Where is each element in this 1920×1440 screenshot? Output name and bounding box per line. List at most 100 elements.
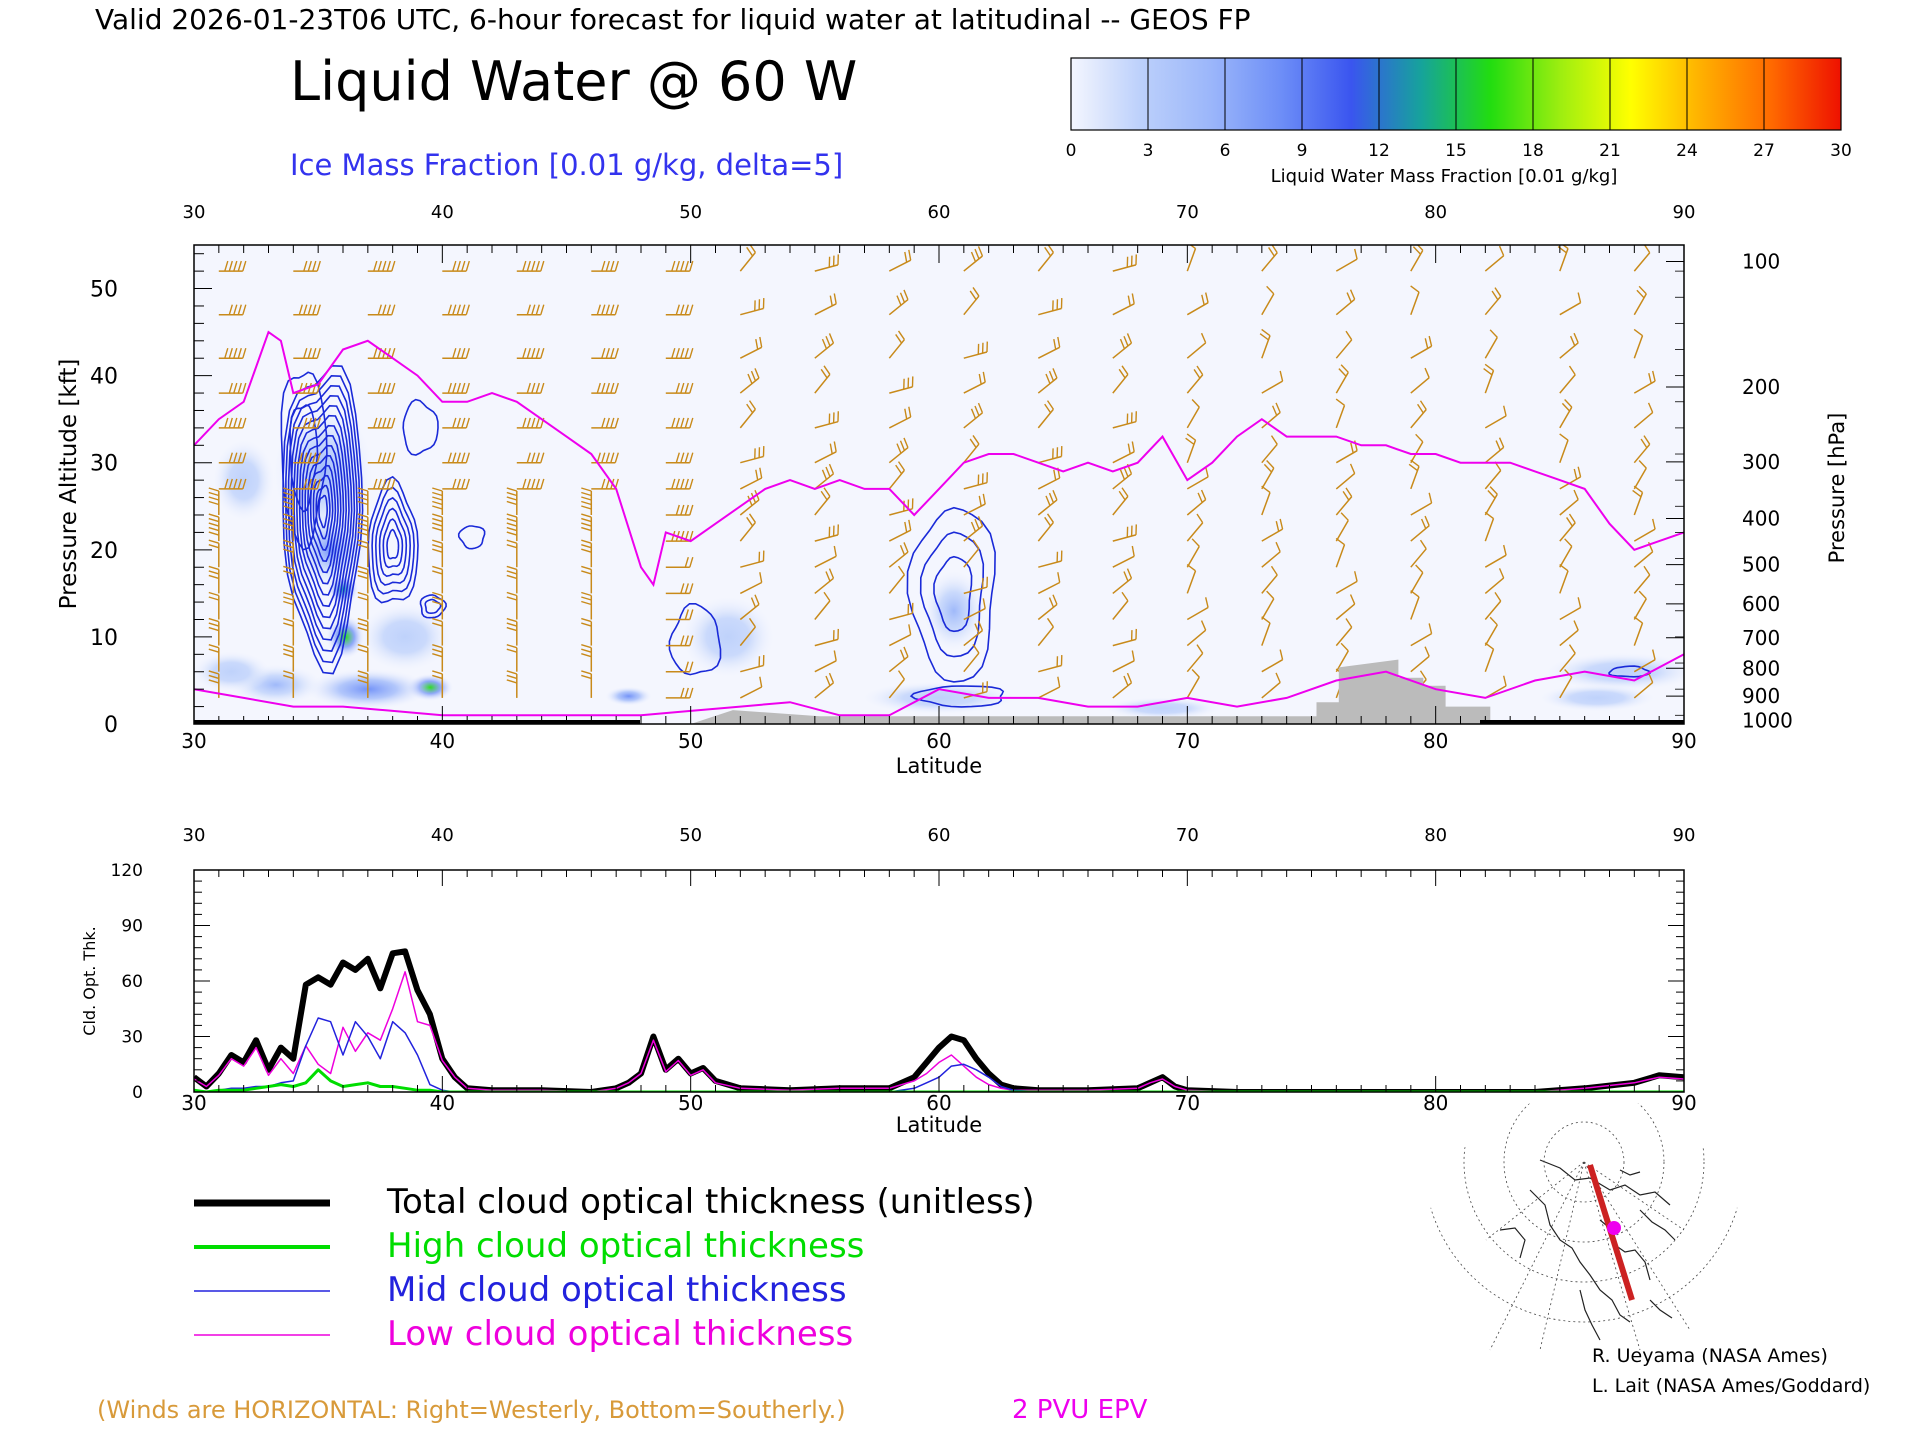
ice-contour — [933, 555, 973, 633]
wind-barb — [1335, 487, 1353, 516]
wind-barbs — [208, 245, 1656, 699]
wind-barb — [1633, 460, 1647, 490]
wind-barb — [516, 452, 545, 464]
wind-barb — [888, 249, 912, 272]
wind-barb — [208, 617, 220, 646]
wind-barb — [442, 382, 470, 394]
wind-barb — [739, 368, 760, 394]
wind-barb — [208, 539, 220, 568]
pressure-tick-label: 900 — [1742, 684, 1780, 708]
lower-top-tick-label: 30 — [183, 825, 206, 846]
wind-barb — [1335, 618, 1353, 647]
lower-y-tick-label: 30 — [121, 1028, 143, 1048]
wind-barb — [1186, 620, 1207, 647]
wind-barb — [888, 624, 912, 647]
wind-barb — [516, 304, 545, 316]
main-x-tick-label: 60 — [926, 729, 951, 753]
wind-barb — [740, 298, 765, 316]
wind-barb — [1410, 400, 1427, 429]
wind-barb — [208, 644, 220, 672]
inset-map-marker — [1607, 1221, 1621, 1235]
pressure-tick-label: 600 — [1742, 592, 1780, 616]
wind-barb — [1484, 287, 1502, 316]
wind-barb — [665, 417, 694, 429]
main-y-tick-label: 30 — [90, 452, 118, 477]
wind-barb — [1559, 399, 1573, 429]
series-line-low — [194, 971, 1684, 1092]
wind-barb — [1038, 655, 1063, 673]
ice-contour — [378, 507, 408, 578]
wind-barb — [581, 513, 593, 542]
lower-y-tick-label: 0 — [132, 1083, 143, 1103]
wind-barb — [591, 452, 619, 464]
wind-barb — [814, 628, 839, 647]
ice-contour — [287, 384, 358, 652]
wind-barb — [1559, 489, 1579, 516]
wind-barb — [432, 513, 444, 542]
wind-barb — [293, 304, 321, 316]
wind-barb — [963, 516, 984, 542]
main-top-tick-label: 50 — [679, 202, 702, 223]
wind-barb — [1261, 649, 1284, 673]
wind-barb — [591, 304, 619, 316]
wind-barb — [814, 524, 839, 542]
wind-barb — [218, 452, 247, 464]
lower-x-tick-label: 80 — [1423, 1091, 1448, 1115]
wind-barb — [516, 478, 545, 490]
wind-barb — [506, 670, 518, 698]
ice-contour — [298, 424, 348, 608]
main-top-tick-label: 80 — [1424, 202, 1447, 223]
ice-contour — [906, 506, 996, 683]
wind-barb — [1559, 538, 1573, 568]
lower-top-tick-label: 60 — [928, 825, 951, 846]
colorbar-tick-label: 21 — [1599, 141, 1621, 161]
wind-barb — [739, 513, 756, 542]
colorbar-tick-label: 9 — [1297, 141, 1308, 161]
wind-barb — [442, 260, 470, 272]
lower-x-tick-label: 60 — [926, 1091, 951, 1115]
wind-barb — [591, 260, 619, 272]
wind-barb — [367, 260, 396, 272]
wind-barb — [516, 417, 545, 429]
lower-y-tick-label: 60 — [121, 972, 143, 992]
wind-barb — [1484, 568, 1505, 594]
wind-barb — [814, 672, 835, 699]
wind-barb — [739, 467, 763, 490]
wind-barb — [665, 556, 694, 568]
main-top-tick-label: 70 — [1176, 202, 1199, 223]
main-y-tick-label: 40 — [90, 365, 118, 390]
wind-barb — [1633, 649, 1656, 673]
wind-barb — [283, 591, 295, 620]
lower-top-tick-label: 70 — [1176, 825, 1199, 846]
wind-barb — [1186, 669, 1200, 699]
wind-barb — [432, 644, 444, 672]
wind-barb — [367, 347, 396, 359]
main-x-tick-label: 50 — [678, 729, 703, 753]
wind-barb — [1410, 590, 1420, 620]
ice-contour — [318, 494, 329, 529]
inset-map — [1424, 1094, 1744, 1351]
wind-barb — [1112, 293, 1135, 316]
wind-barb — [581, 539, 593, 568]
wind-barb — [814, 568, 835, 594]
wind-barb — [739, 336, 763, 359]
wind-barb — [1261, 460, 1275, 490]
liquid-water-blob — [1102, 697, 1223, 720]
wind-barb — [432, 670, 444, 698]
wind-barb — [1259, 328, 1271, 359]
wind-barb — [1335, 364, 1349, 394]
wind-barb — [516, 382, 545, 394]
colorbar: 0 3 6 9 12 15 18 21 24 27 30 — [1066, 57, 1852, 161]
cross-section-plot — [194, 245, 1684, 724]
lower-x-tick-label: 70 — [1175, 1091, 1200, 1115]
wind-barb — [1559, 597, 1582, 621]
inset-map-coastlines — [1499, 1159, 1676, 1341]
wind-barb — [963, 493, 986, 516]
wind-barb — [1037, 594, 1058, 621]
wind-barb — [208, 513, 220, 542]
wind-barb — [1410, 623, 1433, 647]
wind-barb — [1112, 568, 1133, 594]
wind-barb — [1185, 433, 1197, 463]
wind-barb — [283, 565, 295, 594]
wind-barb — [1186, 399, 1200, 429]
